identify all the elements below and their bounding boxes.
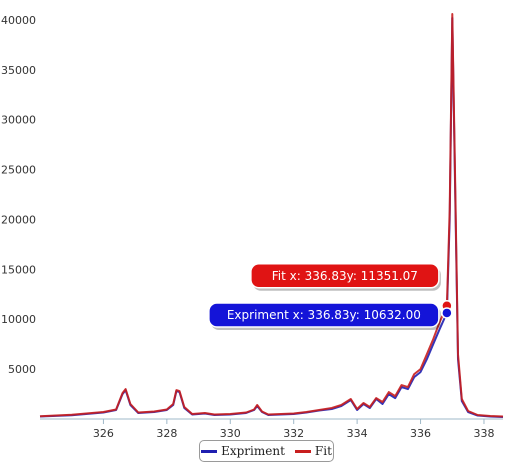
x-tick-label: 332 (283, 427, 304, 440)
series-line-fit (39, 13, 504, 418)
legend-swatch-expriment (201, 449, 218, 453)
y-tick-label: 30000 (1, 114, 36, 127)
tooltip-box-fit (250, 263, 440, 289)
legend-item-expriment[interactable]: Expriment (201, 444, 285, 458)
y-tick-label: 25000 (1, 164, 36, 177)
legend-label-fit: Fit (314, 444, 332, 458)
y-tick-label: 10000 (1, 313, 36, 326)
legend-label-expriment: Expriment (221, 444, 285, 458)
chart-legend: Expriment Fit (199, 440, 334, 462)
tooltip-label-expriment: Expriment x: 336.83y: 10632.00 (227, 308, 421, 322)
x-tick-label: 334 (347, 427, 368, 440)
tooltip-box-expriment (208, 302, 440, 328)
y-tick-label: 20000 (1, 213, 36, 226)
hover-point-expriment[interactable] (441, 307, 453, 319)
x-tick-label: 326 (93, 427, 114, 440)
y-tick-label: 15000 (1, 263, 36, 276)
y-tick-label: 35000 (1, 64, 36, 77)
y-tick-label: 5000 (8, 363, 36, 376)
x-tick-label: 338 (473, 427, 494, 440)
legend-item-fit[interactable]: Fit (294, 444, 332, 458)
legend-swatch-fit (294, 449, 311, 453)
x-tick-label: 330 (220, 427, 241, 440)
y-tick-label: 40000 (1, 14, 36, 27)
series-line-expriment (39, 17, 504, 418)
x-tick-label: 336 (410, 427, 431, 440)
tooltip-label-fit: Fit x: 336.83y: 11351.07 (272, 269, 418, 283)
x-tick-label: 328 (156, 427, 177, 440)
